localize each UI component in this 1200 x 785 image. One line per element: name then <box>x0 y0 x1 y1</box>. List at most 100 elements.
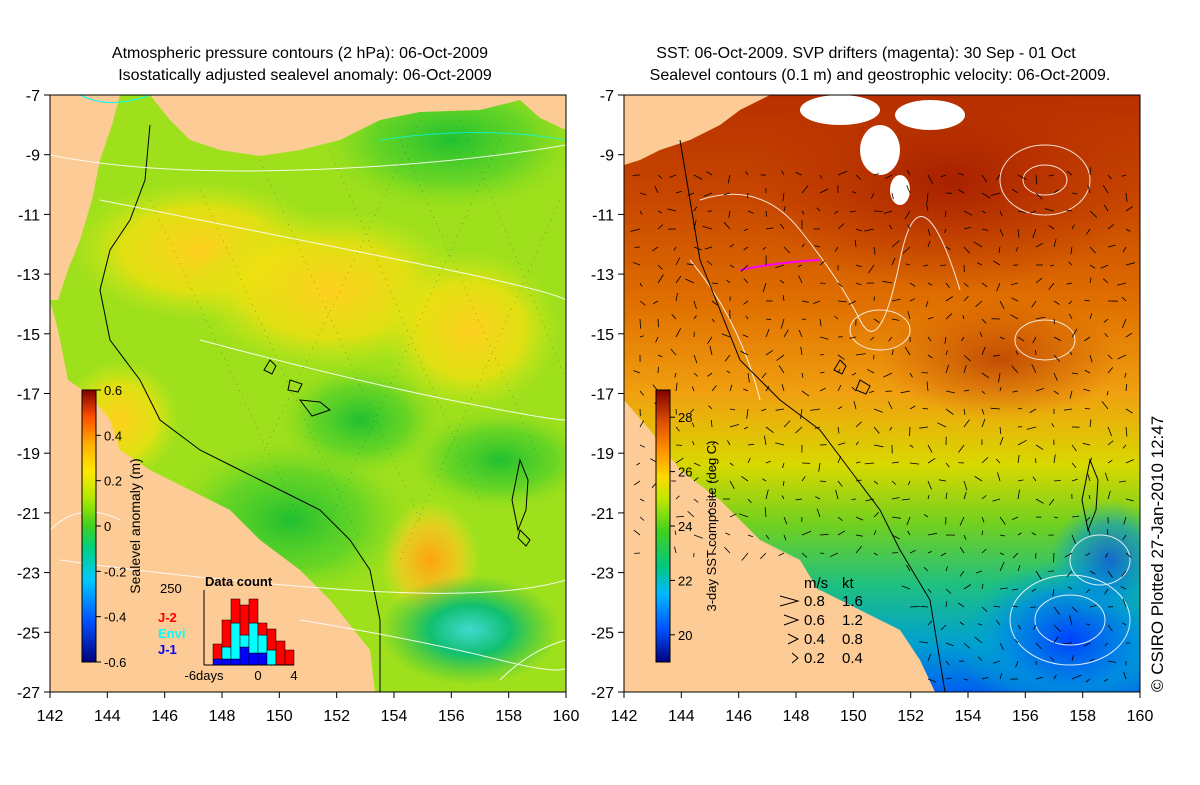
y-tick-label: -19 <box>17 446 40 463</box>
velocity-vector <box>851 499 856 500</box>
right-map <box>624 70 1180 720</box>
inset-x-tick-label: -6days <box>184 668 224 683</box>
x-tick-label: 152 <box>323 708 350 725</box>
inset-bar-envi <box>249 623 258 653</box>
velocity-legend-kt: 1.6 <box>842 593 863 610</box>
x-tick-label: 146 <box>151 708 178 725</box>
inset-ymax-label: 250 <box>160 581 182 596</box>
inset-bar-envi <box>267 650 276 665</box>
x-tick-label: 156 <box>1012 708 1039 725</box>
inset-x-tick-label: 0 <box>254 668 261 683</box>
y-tick-label: -17 <box>17 387 40 404</box>
y-tick-label: -23 <box>591 566 614 583</box>
inset-bar-j1 <box>240 647 249 665</box>
y-tick-label: -17 <box>591 387 614 404</box>
colorbar-tick-label: 20 <box>678 628 692 643</box>
velocity-legend-kt: 1.2 <box>842 612 863 629</box>
y-tick-label: -27 <box>591 685 614 702</box>
velocity-legend-header-kt: kt <box>842 575 855 592</box>
y-tick-label: -9 <box>26 148 40 165</box>
velocity-vector <box>1036 661 1037 665</box>
left-colorbar-label: Sealevel anomaly (m) <box>127 458 143 593</box>
y-tick-label: -21 <box>591 506 614 523</box>
y-tick-label: -27 <box>17 685 40 702</box>
y-tick-label: -9 <box>600 148 614 165</box>
y-tick-label: -7 <box>600 88 614 105</box>
velocity-vector <box>635 247 641 248</box>
y-tick-label: -25 <box>591 625 614 642</box>
inset-bar-envi <box>231 623 240 659</box>
velocity-legend-ms: 0.6 <box>804 612 825 629</box>
colorbar-tick-label: 28 <box>678 410 692 425</box>
y-tick-label: -11 <box>592 207 614 224</box>
velocity-vector <box>658 319 659 327</box>
left-y-axis: -7-9-11-13-15-17-19-21-23-25-27 <box>17 88 50 702</box>
anomaly-blob <box>410 410 590 510</box>
x-tick-label: 158 <box>1069 708 1096 725</box>
inset-bar-envi <box>222 647 231 659</box>
right-title-line-1: SST: 06-Oct-2009. SVP drifters (magenta)… <box>656 45 1076 62</box>
credit-label: © CSIRO Plotted 27-Jan-2010 12:47 <box>1148 416 1167 692</box>
colorbar-tick-label: 0.6 <box>104 383 122 398</box>
inset-bar-envi <box>258 635 267 653</box>
y-tick-label: -23 <box>17 566 40 583</box>
velocity-vector <box>820 355 824 356</box>
velocity-legend-kt: 0.4 <box>842 650 863 667</box>
inset-bar-j2 <box>222 620 231 647</box>
colorbar-tick-label: 0.4 <box>104 428 122 443</box>
inset-bar-envi <box>240 635 249 647</box>
x-tick-label: 154 <box>381 708 408 725</box>
y-tick-label: -19 <box>591 446 614 463</box>
y-tick-label: -7 <box>26 88 40 105</box>
velocity-vector <box>1054 553 1055 562</box>
velocity-legend-ms: 0.4 <box>804 631 825 648</box>
x-tick-label: 154 <box>955 708 982 725</box>
inset-bar-j2 <box>267 629 276 650</box>
inset-x-tick-label: 4 <box>290 668 297 683</box>
y-tick-label: -11 <box>18 207 40 224</box>
left-map <box>50 70 590 692</box>
left-title-line-2: Isostatically adjusted sealevel anomaly:… <box>118 67 492 84</box>
velocity-legend-header-ms: m/s <box>804 575 828 592</box>
velocity-vector <box>1036 350 1037 355</box>
left-panel-sealevel-anomaly: Atmospheric pressure contours (2 hPa): 0… <box>17 45 590 725</box>
velocity-vector <box>658 367 659 373</box>
anomaly-blob <box>320 70 580 210</box>
anomaly-blob <box>380 575 560 685</box>
velocity-vector <box>886 391 892 392</box>
y-tick-label: -21 <box>17 506 40 523</box>
inset-bar-j2 <box>276 641 285 665</box>
inset-bar-j2 <box>285 650 294 665</box>
inset-bar-j2 <box>213 644 222 659</box>
x-tick-label: 152 <box>897 708 924 725</box>
velocity-vector <box>910 427 911 436</box>
colorbar-tick-label: -0.6 <box>104 655 126 670</box>
x-tick-label: 142 <box>611 708 638 725</box>
x-tick-label: 150 <box>840 708 867 725</box>
x-tick-label: 146 <box>725 708 752 725</box>
right-panel-sst: SST: 06-Oct-2009. SVP drifters (magenta)… <box>591 45 1180 725</box>
inset-legend-j-1: J-1 <box>158 642 177 657</box>
velocity-vector <box>748 193 749 198</box>
colorbar-tick-label: -0.4 <box>104 610 126 625</box>
velocity-vector <box>892 553 898 554</box>
inset-bar-j2 <box>258 623 267 635</box>
y-tick-label: -25 <box>17 625 40 642</box>
right-colorbar <box>656 390 670 662</box>
inset-bar-j2 <box>240 605 249 635</box>
inset-bar-j2 <box>231 599 240 623</box>
y-tick-label: -15 <box>591 327 614 344</box>
x-tick-label: 144 <box>668 708 695 725</box>
x-tick-label: 142 <box>37 708 64 725</box>
sst-warm-blob <box>880 300 1120 420</box>
right-colorbar-label: 3-day SST composite (deg C) <box>704 441 719 612</box>
inset-legend-envi: Envi <box>158 626 185 641</box>
x-tick-label: 158 <box>495 708 522 725</box>
velocity-vector <box>874 211 883 212</box>
colorbar-tick-label: 0 <box>104 519 111 534</box>
inset-bar-j1 <box>213 659 222 665</box>
velocity-vector <box>820 283 826 284</box>
